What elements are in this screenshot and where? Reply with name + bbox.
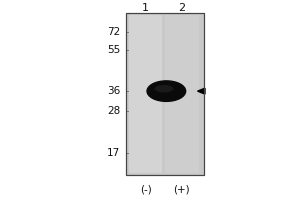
Bar	[129, 15, 162, 173]
Ellipse shape	[147, 81, 186, 101]
Polygon shape	[198, 88, 205, 94]
Text: 55: 55	[107, 45, 120, 55]
Ellipse shape	[155, 86, 173, 92]
Text: 17: 17	[107, 148, 120, 158]
Text: 2: 2	[178, 3, 185, 13]
Text: 72: 72	[107, 27, 120, 37]
Bar	[165, 15, 199, 173]
Text: 28: 28	[107, 106, 120, 116]
Bar	[126, 13, 203, 175]
Text: 1: 1	[142, 3, 149, 13]
Text: 36: 36	[107, 86, 120, 96]
Text: (-): (-)	[140, 185, 152, 195]
Bar	[126, 13, 203, 175]
Text: (+): (+)	[173, 185, 190, 195]
